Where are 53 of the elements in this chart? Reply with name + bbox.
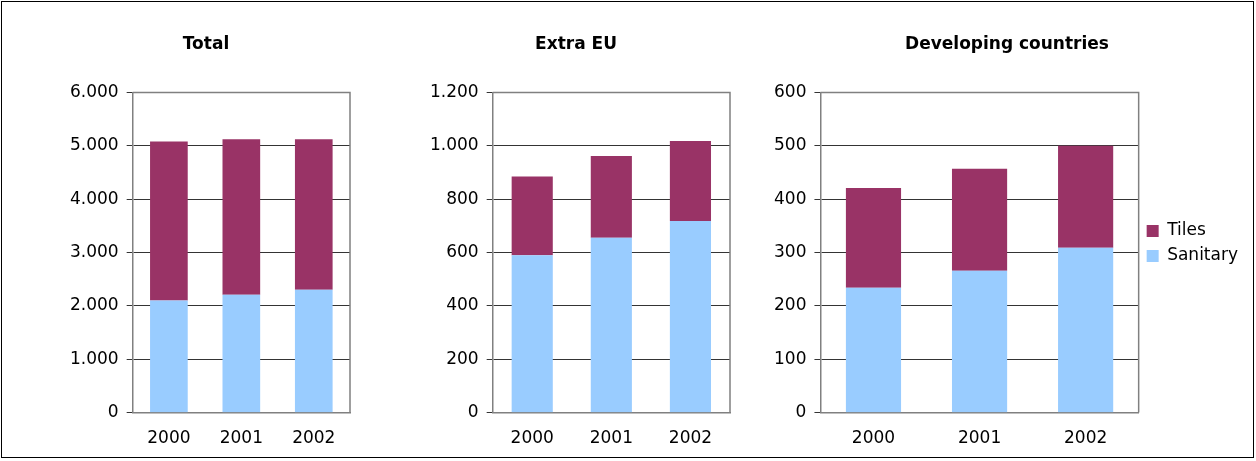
y-tick-label: 400 [773,187,807,208]
bar [150,300,188,413]
y-tick-label: 1.000 [70,347,119,368]
y-tick-label: 0 [795,401,807,422]
x-tick-label: 2000 [510,427,554,448]
bar [511,176,553,256]
y-tick-label: 100 [773,347,807,368]
x-tick-label: 2002 [1063,427,1108,448]
bar [669,140,712,222]
bar [590,155,632,238]
x-tick-label: 2000 [851,427,896,448]
bar [845,187,902,288]
y-tick-label: 1.200 [430,80,479,101]
y-tick-label: 800 [446,187,479,208]
bar [294,139,333,290]
bar [294,289,333,413]
y-tick-label: 4.000 [70,187,119,208]
chart-title: Developing countries [905,32,1109,53]
y-tick-label: 0 [467,401,479,422]
bar [222,139,261,295]
bar [1058,145,1114,248]
bar [1058,247,1114,413]
y-tick-label: 600 [446,240,479,261]
x-tick-label: 2001 [957,427,1002,448]
chart-title: Total [182,32,230,53]
x-tick-label: 2002 [292,427,336,448]
bar [951,168,1008,271]
chart-title: Extra EU [535,32,617,53]
bar [590,237,632,413]
y-tick-label: 3.000 [70,240,119,261]
y-tick-label: 500 [773,134,807,155]
legend-label: Tiles [1166,219,1206,240]
y-tick-label: 200 [773,294,807,315]
y-tick-label: 5.000 [70,134,119,155]
bar [511,255,553,413]
y-tick-label: 1.000 [430,134,479,155]
bar [845,287,902,413]
legend-label: Sanitary [1167,244,1238,265]
y-tick-label: 200 [446,347,479,368]
x-tick-label: 2001 [589,427,633,448]
y-tick-label: 300 [773,240,807,261]
y-tick-label: 6.000 [70,80,119,101]
bar [951,270,1008,413]
x-tick-label: 2001 [219,427,263,448]
x-tick-label: 2002 [668,427,713,448]
y-tick-label: 2.000 [70,294,119,315]
bar [150,141,188,301]
y-tick-label: 0 [107,401,119,422]
bar [669,221,712,413]
bar [222,294,261,413]
y-tick-label: 600 [773,80,807,101]
x-tick-label: 2000 [147,427,191,448]
y-tick-label: 400 [446,294,479,315]
